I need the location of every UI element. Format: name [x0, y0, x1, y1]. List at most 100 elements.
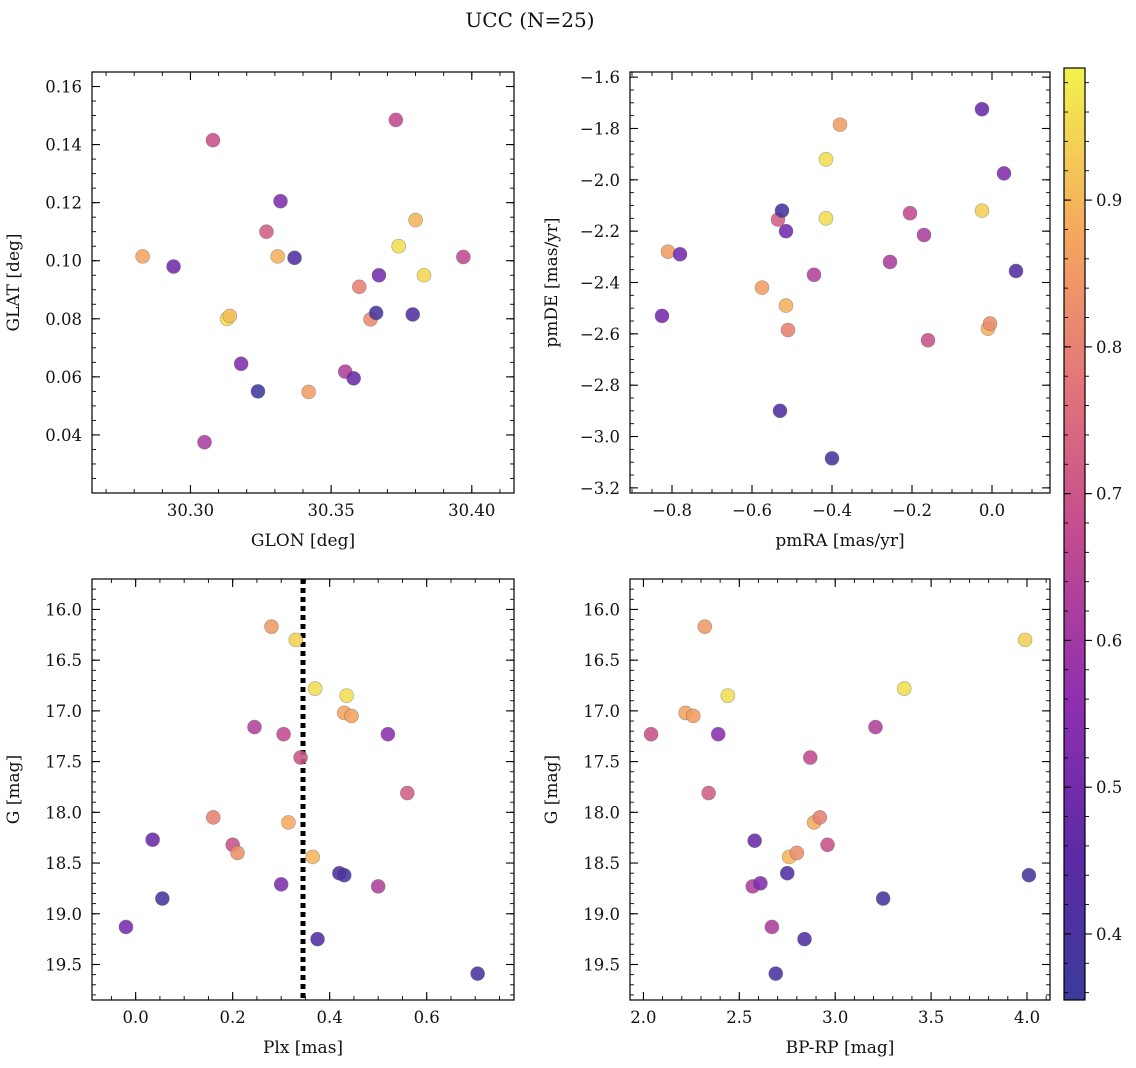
- x-tick-label: 30.40: [448, 501, 495, 520]
- x-tick-label: 0.4: [317, 1008, 343, 1027]
- y-tick-label: 19.5: [583, 955, 620, 974]
- data-point: [974, 203, 990, 218]
- x-tick-label: −0.4: [812, 501, 852, 520]
- x-tick-label: 0.0: [123, 1008, 149, 1027]
- y-tick-label: 19.5: [45, 955, 82, 974]
- data-point: [920, 332, 936, 348]
- data-point: [916, 227, 932, 243]
- data-point: [672, 246, 688, 262]
- colorbar-frame: [1063, 67, 1086, 1001]
- data-point: [812, 810, 828, 825]
- y-tick-label: −1.8: [580, 119, 620, 138]
- data-point: [778, 298, 794, 313]
- data-point: [336, 867, 352, 883]
- x-tick-label: 0.2: [220, 1008, 246, 1027]
- data-point: [197, 434, 212, 450]
- data-point: [832, 117, 848, 132]
- data-point: [982, 316, 998, 331]
- data-point: [754, 280, 770, 295]
- data-point: [753, 876, 768, 891]
- data-point: [902, 205, 918, 221]
- data-point: [205, 810, 221, 825]
- data-point: [307, 681, 323, 696]
- axes-frame: [91, 578, 515, 1001]
- data-point: [222, 308, 238, 324]
- axes-frame: [629, 578, 1051, 1001]
- data-point: [470, 966, 485, 981]
- x-tick-label: 3.5: [918, 1008, 944, 1027]
- x-tick-label: −0.6: [732, 501, 772, 520]
- data-point: [339, 688, 354, 703]
- y-tick-label: 18.5: [583, 854, 620, 873]
- y-tick-label: 16.0: [583, 600, 620, 619]
- colorbar-tick-label: 0.8: [1096, 338, 1122, 357]
- colorbar: 0.4 0.5 0.6 0.7 0.8 0.9: [1063, 67, 1122, 1001]
- data-point: [774, 203, 790, 218]
- data-point: [287, 250, 302, 266]
- data-point: [660, 244, 676, 259]
- data-point: [288, 632, 304, 648]
- x-tick-label: 0.0: [979, 501, 1005, 520]
- y-tick-label: 18.5: [45, 854, 82, 873]
- data-point: [273, 193, 288, 209]
- data-point: [344, 708, 359, 724]
- data-point: [273, 877, 289, 892]
- data-point: [654, 308, 670, 324]
- x-tick-label: 2.5: [726, 1008, 752, 1027]
- data-point: [399, 785, 415, 801]
- data-point: [380, 726, 396, 742]
- colorbar-tick-label: 0.5: [1096, 778, 1122, 797]
- data-point: [697, 619, 713, 634]
- data-point: [247, 719, 262, 735]
- x-axis-label: BP-RP [mag]: [786, 1038, 895, 1058]
- x-axis-label: Plx [mas]: [263, 1038, 343, 1058]
- data-point: [135, 249, 150, 264]
- data-point: [310, 931, 325, 947]
- data-point: [643, 726, 659, 742]
- data-point: [875, 891, 891, 906]
- data-point: [368, 305, 384, 321]
- y-tick-label: 0.04: [45, 426, 82, 445]
- panel-top-right: −0.8 −0.6 −0.4 −0.2 0.0 −3.2 −3.0 −2.8 −2.6 −2.4 −…: [542, 68, 1051, 551]
- data-point: [346, 371, 361, 386]
- data-point: [166, 259, 181, 274]
- x-axis-label: GLON [deg]: [251, 531, 355, 551]
- colorbar-tick-label: 0.6: [1096, 631, 1122, 650]
- y-tick-label: 0.16: [45, 78, 82, 97]
- data-point: [259, 224, 274, 239]
- panels: 30.30 30.35 30.40 0.04 0.06 0.08 0.10 0.12 0.14 0…: [4, 68, 1051, 1058]
- y-tick-label: −2.2: [580, 222, 620, 241]
- y-tick-label: −2.4: [580, 274, 620, 293]
- y-tick-label: 17.5: [583, 753, 620, 772]
- data-point: [996, 166, 1012, 181]
- data-point: [416, 267, 432, 283]
- data-point: [305, 849, 321, 865]
- y-tick-label: 18.0: [45, 803, 82, 822]
- panel-top-left: 30.30 30.35 30.40 0.04 0.06 0.08 0.10 0.12 0.14 0…: [4, 71, 515, 551]
- data-point: [868, 719, 883, 735]
- data-point: [701, 785, 716, 801]
- data-point: [896, 681, 912, 696]
- colorbar-tick-label: 0.9: [1096, 191, 1122, 210]
- data-point: [230, 845, 245, 861]
- data-point: [205, 132, 221, 148]
- data-point: [155, 891, 170, 906]
- x-tick-label: −0.2: [892, 501, 932, 520]
- y-tick-label: −3.0: [580, 428, 620, 447]
- y-tick-label: 18.0: [583, 803, 620, 822]
- data-point: [779, 865, 795, 881]
- data-point: [388, 112, 404, 128]
- data-point: [145, 832, 160, 848]
- data-point: [370, 879, 386, 894]
- colorbar-tick-label: 0.7: [1096, 485, 1122, 504]
- figure-title: UCC (N=25): [465, 8, 594, 32]
- data-point: [233, 356, 249, 372]
- data-point: [391, 238, 406, 254]
- y-tick-label: 17.0: [45, 702, 82, 721]
- data-point: [818, 151, 834, 167]
- x-tick-label: 0.6: [414, 1008, 440, 1027]
- data-point: [250, 384, 266, 399]
- data-point: [281, 815, 296, 830]
- axes-frame: [91, 71, 515, 494]
- data-point: [685, 708, 701, 724]
